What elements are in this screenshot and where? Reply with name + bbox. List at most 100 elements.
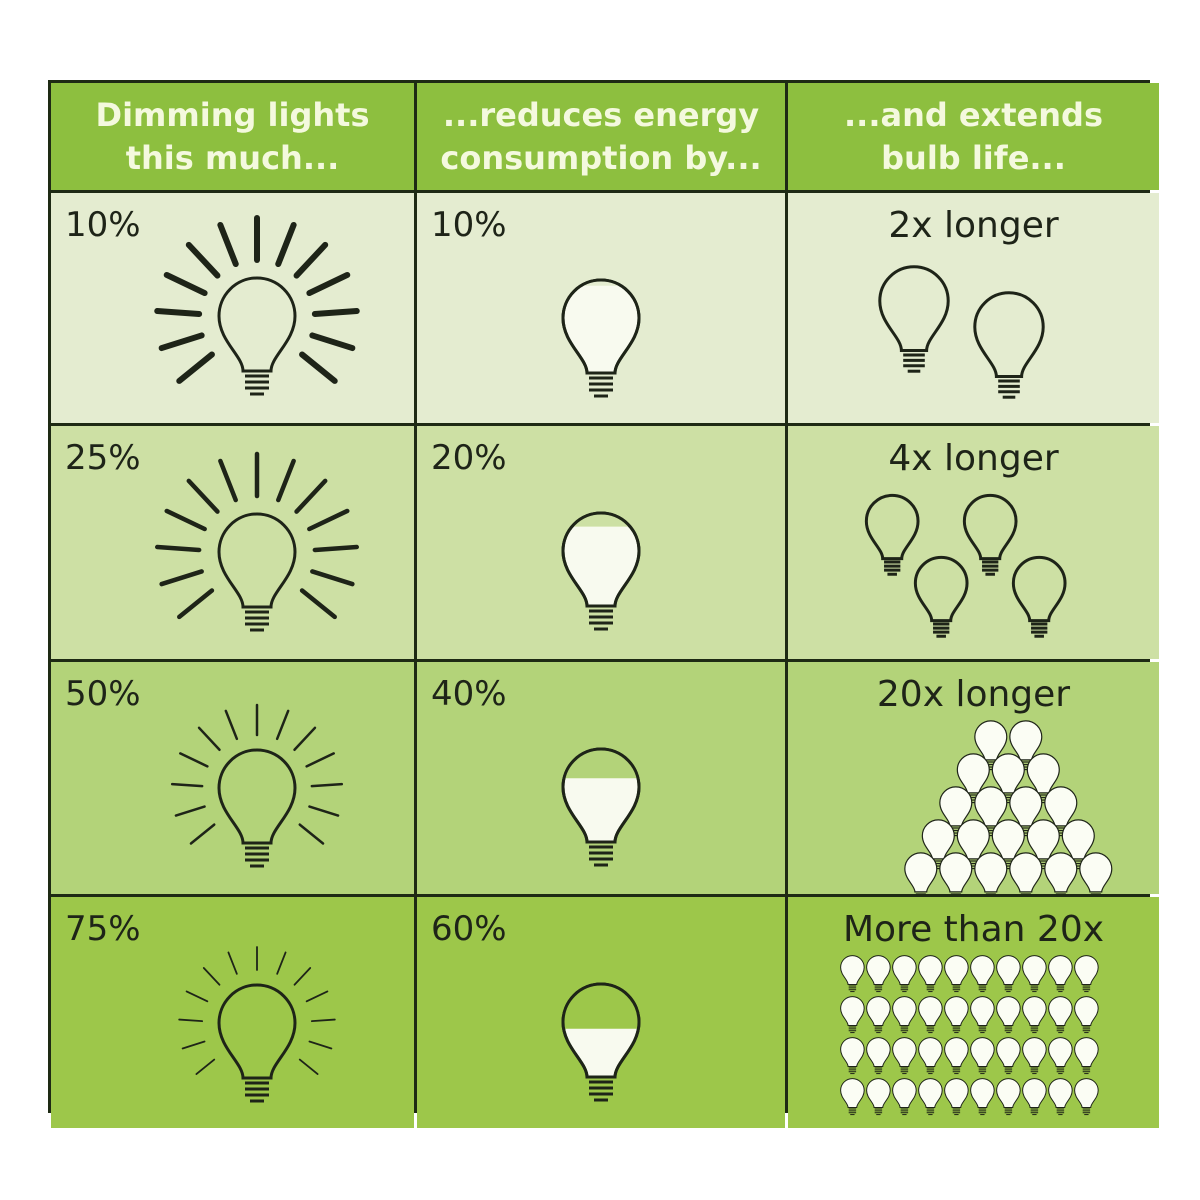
bulb-icon: [1074, 1037, 1099, 1075]
light-ray: [181, 1040, 206, 1050]
light-ray: [293, 241, 329, 279]
light-ray: [275, 709, 290, 741]
bulb-icon: [1048, 1037, 1073, 1075]
light-ray: [310, 782, 344, 788]
bulb-icon: [974, 852, 1008, 894]
bulb-icon: [1074, 996, 1099, 1034]
bulb-icon: [1009, 852, 1043, 894]
dim-percent: 50%: [65, 674, 141, 714]
energy-percent: 10%: [431, 205, 507, 245]
bulb-icon: [1022, 1078, 1047, 1116]
energy-percent: 20%: [431, 438, 507, 478]
bulb-icon: [1044, 786, 1078, 837]
bulb-icon: [561, 982, 641, 1102]
light-ray: [217, 221, 239, 268]
bulb-icon: [939, 852, 973, 894]
bulb-icon: [939, 786, 973, 837]
bulb-icon: [1044, 852, 1078, 894]
bulb-icon: [561, 278, 641, 398]
light-ray: [298, 1058, 319, 1075]
life-label: 20x longer: [876, 674, 1071, 715]
light-ray: [299, 351, 338, 384]
light-ray: [299, 588, 337, 620]
light-ray: [312, 544, 360, 553]
bulb-icon: [561, 511, 641, 631]
bulb-icon: [996, 955, 1021, 993]
light-ray: [185, 990, 209, 1003]
bulb-icon: [996, 1037, 1021, 1075]
dim-percent: 25%: [65, 438, 141, 478]
energy-percent: 60%: [431, 909, 507, 949]
bulb-icon: [996, 996, 1021, 1034]
bulb-icon: [944, 955, 969, 993]
bulb-icon: [217, 748, 297, 868]
light-ray: [311, 308, 360, 317]
bulb-icon: [866, 1078, 891, 1116]
light-ray: [159, 569, 204, 587]
light-ray: [306, 271, 351, 297]
life-cell-2x longer: 2x longer: [788, 193, 1159, 423]
life-cell-4x longer: 4x longer: [788, 426, 1159, 659]
bulb-icon: [970, 996, 995, 1034]
bulb-icon: [944, 1078, 969, 1116]
bulb-icon: [1074, 955, 1099, 993]
energy-cell-10%: 10%: [417, 193, 785, 423]
bulb-icon: [561, 747, 641, 867]
bulb-icon: [1011, 555, 1067, 638]
bulb-icon: [217, 276, 297, 396]
light-ray: [276, 458, 296, 503]
energy-cell-20%: 20%: [417, 426, 785, 659]
bulb-icon: [918, 996, 943, 1034]
bulb-icon: [1074, 1078, 1099, 1116]
bulb-icon: [892, 955, 917, 993]
bulb-icon: [944, 1037, 969, 1075]
life-label: More than 20x: [842, 909, 1105, 950]
energy-cell-40%: 40%: [417, 662, 785, 894]
bulb-icon: [974, 720, 1008, 771]
light-ray: [164, 508, 207, 532]
header-dimming: Dimming lights this much...: [51, 83, 414, 190]
light-ray: [310, 1018, 336, 1023]
light-ray: [163, 271, 208, 297]
bulb-icon: [904, 852, 938, 894]
life-cell-20x longer: 20x longer: [788, 662, 1159, 894]
light-ray: [174, 805, 206, 817]
bulb-icon: [866, 955, 891, 993]
light-ray: [310, 569, 355, 587]
bulb-icon: [918, 955, 943, 993]
life-cell-More than 20x: More than 20x: [788, 897, 1159, 1128]
light-ray: [154, 544, 202, 553]
light-ray: [197, 726, 221, 752]
light-ray: [185, 241, 221, 279]
light-ray: [298, 823, 325, 845]
bulb-icon: [864, 493, 920, 576]
bulb-icon: [217, 512, 297, 632]
light-ray: [218, 458, 238, 503]
light-ray: [308, 805, 340, 817]
bulb-icon: [1079, 852, 1113, 894]
light-ray: [275, 221, 297, 268]
light-ray: [202, 967, 221, 986]
bulb-icon: [1022, 996, 1047, 1034]
light-ray: [154, 308, 203, 317]
light-ray: [176, 351, 215, 384]
bulb-icon: [1048, 955, 1073, 993]
bulb-icon: [973, 291, 1045, 399]
header-bulb-life: ...and extends bulb life...: [788, 83, 1159, 190]
bulb-icon: [217, 983, 297, 1103]
bulb-icon: [866, 996, 891, 1034]
dim-cell-50%: 50%: [51, 662, 414, 894]
bulb-icon: [918, 1078, 943, 1116]
light-ray: [308, 1040, 333, 1050]
bulb-icon: [840, 955, 865, 993]
light-ray: [307, 508, 350, 532]
bulb-icon: [970, 955, 995, 993]
light-ray: [189, 823, 216, 845]
dim-cell-75%: 75%: [51, 897, 414, 1128]
bulb-icon: [878, 265, 950, 373]
bulb-icon: [913, 555, 969, 638]
life-label: 4x longer: [888, 438, 1059, 479]
light-ray: [178, 1018, 204, 1023]
light-ray: [186, 478, 220, 514]
light-ray: [195, 1058, 216, 1075]
